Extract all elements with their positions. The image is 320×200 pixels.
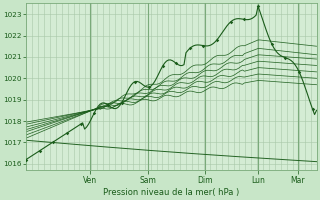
X-axis label: Pression niveau de la mer( hPa ): Pression niveau de la mer( hPa )	[103, 188, 239, 197]
